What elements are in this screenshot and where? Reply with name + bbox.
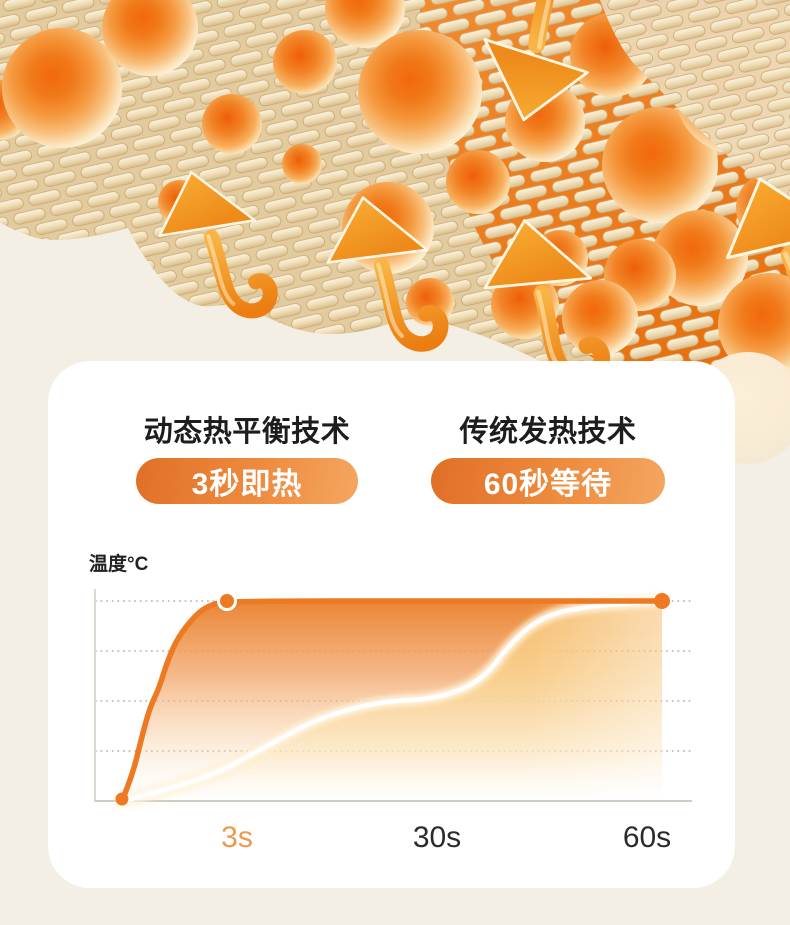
chart-series-lines [115, 594, 669, 808]
chart-markers [115, 591, 670, 806]
chart-area-fills [122, 601, 662, 801]
left-tech-column: 动态热平衡技术 3秒即热 [127, 416, 367, 504]
chart-axes [94, 589, 692, 802]
right-tech-title: 传统发热技术 [459, 416, 637, 448]
hero-heat-particles-illustration [0, 0, 790, 464]
x-tick-30s: 30s [412, 821, 462, 854]
left-tech-title: 动态热平衡技术 [143, 416, 351, 448]
right-tech-badge: 60秒等待 [431, 458, 665, 504]
fabric-front-band [600, 0, 790, 200]
right-tech-column: 传统发热技术 60秒等待 [425, 416, 671, 504]
x-tick-60s: 60s [622, 821, 672, 854]
y-axis-label: 温度°C [89, 554, 149, 575]
chart-gridlines [95, 600, 692, 752]
info-card: 动态热平衡技术 3秒即热 传统发热技术 60秒等待 温度°C [48, 361, 735, 888]
left-tech-badge: 3秒即热 [136, 458, 358, 504]
temperature-chart [94, 589, 692, 808]
x-tick-3s: 3s [221, 821, 253, 854]
